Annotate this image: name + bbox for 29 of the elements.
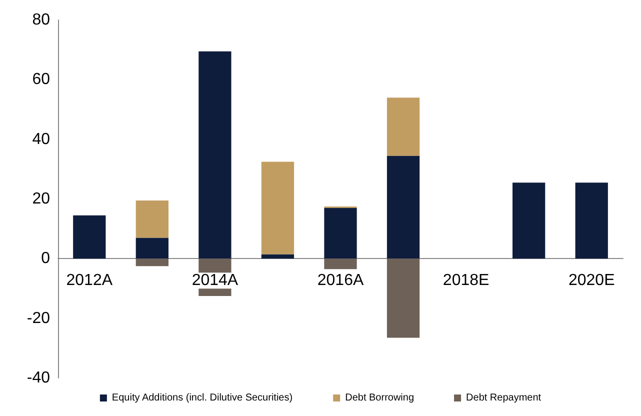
bar <box>512 182 546 259</box>
x-tick-label: 2016A <box>317 272 364 290</box>
legend-label: Equity Additions (incl. Dilutive Securities) <box>112 392 293 404</box>
y-tick-label: 80 <box>32 12 50 28</box>
legend-label: Debt Repayment <box>466 392 542 404</box>
y-tick-label: -20 <box>26 310 50 327</box>
y-tick-label: 0 <box>41 250 50 268</box>
bar <box>261 254 294 259</box>
x-tick-label: 2018E <box>442 272 490 290</box>
bar <box>136 238 168 259</box>
bar <box>324 208 357 259</box>
y-tick-label: -40 <box>26 370 50 386</box>
bar <box>136 200 168 238</box>
x-tick-label: 2020E <box>568 272 615 290</box>
legend-label: Debt Borrowing <box>345 392 414 404</box>
x-tick-label: 2014A <box>192 272 238 290</box>
bar <box>386 258 420 338</box>
bar <box>73 215 106 259</box>
bar <box>386 98 420 156</box>
bar <box>324 258 357 270</box>
y-tick-label: 40 <box>32 130 50 148</box>
bar <box>261 162 294 254</box>
bar <box>386 156 420 259</box>
y-tick-label: 60 <box>32 71 50 88</box>
bar <box>198 51 232 259</box>
x-tick-label: 2012A <box>66 272 113 290</box>
bar <box>575 182 608 259</box>
bar <box>136 258 168 266</box>
y-tick-label: 20 <box>32 190 50 208</box>
